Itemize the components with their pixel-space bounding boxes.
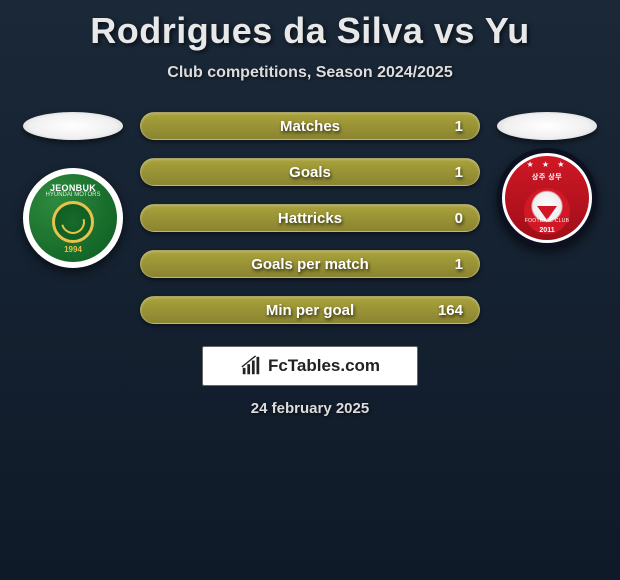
comparison-area: JEONBUK HYUNDAI MOTORS 1994 Matches 1 Go… [0,112,620,324]
stat-value: 1 [455,118,463,135]
page-title: Rodrigues da Silva vs Yu [0,0,620,52]
page-subtitle: Club competitions, Season 2024/2025 [0,64,620,82]
left-badge-year: 1994 [64,245,82,254]
brand-attribution: FcTables.com [202,346,418,386]
generation-date: 24 february 2025 [0,400,620,417]
left-badge-sub: HYUNDAI MOTORS [46,192,101,198]
brand-text: FcTables.com [268,356,380,376]
right-badge-arc: 상주 상무 [532,172,562,182]
stat-bar-goals: Goals 1 [140,158,480,186]
stat-value: 1 [455,164,463,181]
stat-bar-min-per-goal: Min per goal 164 [140,296,480,324]
right-team-badge: ★ ★ ★ 상주 상무 FOOTBALL CLUB 2011 [497,148,597,248]
left-team-badge: JEONBUK HYUNDAI MOTORS 1994 [23,168,123,268]
stat-bars: Matches 1 Goals 1 Hattricks 0 Goals per … [140,112,480,324]
stat-bar-goals-per-match: Goals per match 1 [140,250,480,278]
stat-label: Matches [280,118,340,135]
right-badge-stars-icon: ★ ★ ★ [505,160,589,169]
left-player-placeholder [23,112,123,140]
right-player-column: ★ ★ ★ 상주 상무 FOOTBALL CLUB 2011 [492,112,602,248]
left-badge-emblem-icon [52,201,94,243]
stat-label: Min per goal [266,302,354,319]
stat-value: 164 [438,302,463,319]
stat-bar-hattricks: Hattricks 0 [140,204,480,232]
stat-value: 1 [455,256,463,273]
right-badge-year: 2011 [539,227,554,234]
stat-value: 0 [455,210,463,227]
left-player-column: JEONBUK HYUNDAI MOTORS 1994 [18,112,128,268]
right-player-placeholder [497,112,597,140]
right-badge-fc: FOOTBALL CLUB [525,218,570,224]
stat-label: Hattricks [278,210,342,227]
stat-label: Goals [289,164,331,181]
chart-bars-icon [240,355,262,377]
stat-label: Goals per match [251,256,369,273]
stat-bar-matches: Matches 1 [140,112,480,140]
